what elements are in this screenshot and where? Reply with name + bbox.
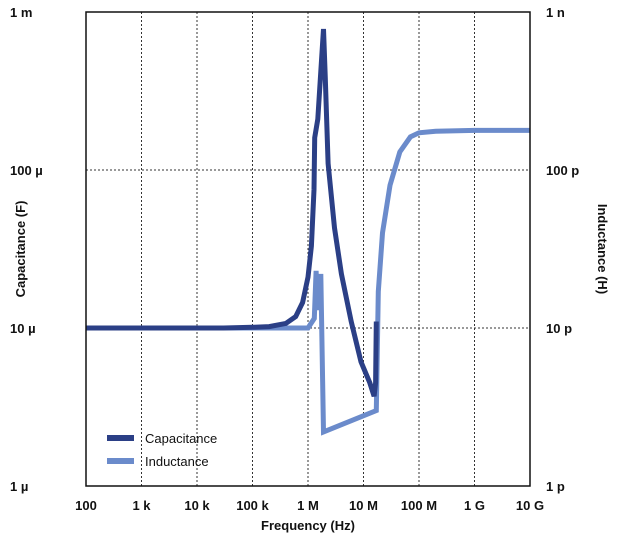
x-tick-label: 1 M xyxy=(297,498,319,513)
x-tick-label: 100 M xyxy=(401,498,437,513)
x-tick-label: 100 xyxy=(75,498,97,513)
y-right-tick-label: 10 p xyxy=(546,321,572,336)
y-right-tick-label: 1 n xyxy=(546,5,565,20)
y-left-axis-label: Capacitance (F) xyxy=(13,201,28,298)
legend-label-capacitance: Capacitance xyxy=(145,431,217,446)
y-right-tick-label: 1 p xyxy=(546,479,565,494)
x-tick-label: 100 k xyxy=(236,498,269,513)
x-tick-label: 1 G xyxy=(464,498,485,513)
grid xyxy=(86,12,530,486)
x-tick-label: 1 k xyxy=(132,498,151,513)
legend-label-inductance: Inductance xyxy=(145,454,209,469)
plot-frame xyxy=(85,11,531,487)
y-right-tick-labels: 1 p 10 p 100 p 1 n xyxy=(546,5,579,494)
x-axis-label: Frequency (Hz) xyxy=(261,518,355,533)
series-lines xyxy=(86,28,530,436)
series-line-capacitance xyxy=(86,28,379,397)
y-right-axis-label: Inductance (H) xyxy=(595,204,610,294)
y-left-tick-label: 1 m xyxy=(10,5,32,20)
x-tick-label: 10 G xyxy=(516,498,544,513)
legend: Capacitance Inductance xyxy=(107,431,217,469)
y-left-tick-label: 100 µ xyxy=(10,163,43,178)
y-left-tick-label: 10 µ xyxy=(10,321,36,336)
x-tick-label: 10 M xyxy=(349,498,378,513)
x-tick-label: 10 k xyxy=(184,498,210,513)
y-right-tick-label: 100 p xyxy=(546,163,579,178)
y-left-tick-labels: 1 µ 10 µ 100 µ 1 m xyxy=(10,5,43,494)
x-tick-labels: 100 1 k 10 k 100 k 1 M 10 M 100 M 1 G 10 G xyxy=(75,498,544,513)
y-left-tick-label: 1 µ xyxy=(10,479,28,494)
